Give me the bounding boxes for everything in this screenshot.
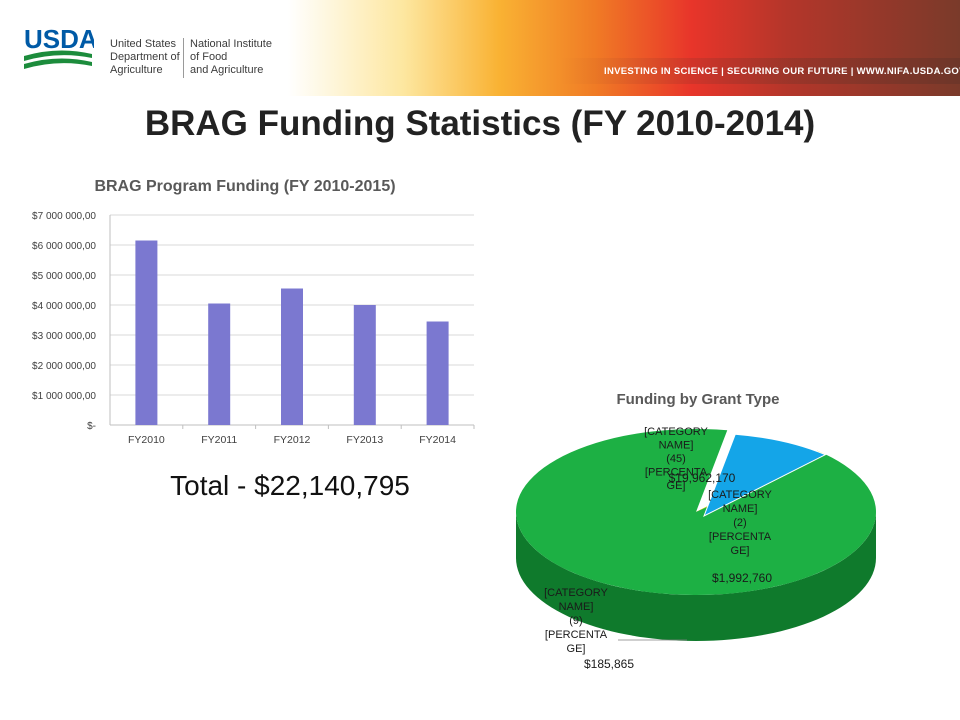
tagline-strip <box>560 58 960 84</box>
pie-label-category-blue-line: NAME] <box>723 503 758 515</box>
pie-label-category-blue: [CATEGORY NAME] (2) [PERCENTA GE] <box>708 489 772 557</box>
pie-label-value-green: $19,962,170 <box>669 471 736 485</box>
y-tick-label: $6 000 000,00 <box>32 241 96 252</box>
agency-line: Department of <box>110 51 180 63</box>
bar-fy2014 <box>426 321 449 425</box>
agency-line: of Food <box>190 51 228 63</box>
agency-name-usda: United States Department of Agriculture <box>110 38 190 77</box>
y-tick-label: $- <box>87 421 96 432</box>
tagline: INVESTING IN SCIENCE | SECURING OUR FUTU… <box>604 66 960 77</box>
total-funding: Total - $22,140,795 <box>170 470 410 501</box>
y-tick-label: $2 000 000,00 <box>32 361 96 372</box>
agency-name-nifa: National Institute of Food and Agricultu… <box>190 38 290 77</box>
pie-slice-side-green <box>516 512 876 641</box>
pie-label-category-green-line: NAME] <box>659 440 694 452</box>
usda-logo: USDA <box>24 24 94 69</box>
y-tick-label: $3 000 000,00 <box>32 331 96 342</box>
pie-label-category-yellow-line: GE] <box>567 643 586 655</box>
x-tick-label: FY2012 <box>274 434 311 446</box>
pie-label-category-yellow: [CATEGORY NAME] (9) [PERCENTA GE] <box>544 587 608 655</box>
y-tick-label: $4 000 000,00 <box>32 301 96 312</box>
pie-label-category-yellow-line: NAME] <box>559 601 594 613</box>
pie-label-category-yellow-line: [PERCENTA <box>545 629 608 641</box>
pie-label-category-green-line: [PERCENTA <box>645 467 708 479</box>
bar-chart-title: BRAG Program Funding (FY 2010-2015) <box>94 178 396 195</box>
svg-text:USDA: USDA <box>24 24 94 54</box>
agency-line: Agriculture <box>110 64 163 76</box>
x-tick-label: FY2011 <box>201 434 237 446</box>
agency-line: National Institute <box>190 38 272 50</box>
pie-label-category-blue-line: (2) <box>733 517 746 529</box>
pie-label-category-blue-line: GE] <box>731 545 750 557</box>
pie-label-category-blue-line: [PERCENTA <box>709 531 772 543</box>
pie-label-category-green: [CATEGORY NAME] (45) [PERCENTA GE] <box>644 426 708 492</box>
agency-line: and Agriculture <box>190 64 264 76</box>
pie-label-category-green-line: (45) <box>666 453 686 465</box>
pie-label-category-green-line: [CATEGORY <box>644 426 708 438</box>
pie-label-category-yellow-line: [CATEGORY <box>544 587 608 599</box>
pie-slice-blue <box>703 433 827 518</box>
pie-label-value-blue: $1,992,760 <box>712 571 772 585</box>
bar-fy2011 <box>208 303 231 425</box>
bar-fy2013 <box>353 305 376 425</box>
bar-fy2010 <box>135 240 158 425</box>
pie-label-category-yellow-line: (9) <box>569 615 582 627</box>
x-tick-label: FY2010 <box>128 434 165 446</box>
pie-label-value-yellow: $185,865 <box>584 657 634 671</box>
x-tick-label: FY2014 <box>419 434 456 446</box>
x-tick-label: FY2013 <box>346 434 383 446</box>
agency-line: United States <box>110 38 177 50</box>
agency-divider <box>183 38 184 78</box>
y-tick-label: $7 000 000,00 <box>32 211 96 222</box>
page-title: BRAG Funding Statistics (FY 2010-2014) <box>144 104 816 143</box>
bar-fy2012 <box>281 288 303 425</box>
y-tick-label: $1 000 000,00 <box>32 391 96 402</box>
pie-chart-title: Funding by Grant Type <box>616 391 780 408</box>
pie-label-category-green-line: GE] <box>667 480 686 492</box>
y-tick-label: $5 000 000,00 <box>32 271 96 282</box>
pie-label-category-blue-line: [CATEGORY <box>708 489 772 501</box>
